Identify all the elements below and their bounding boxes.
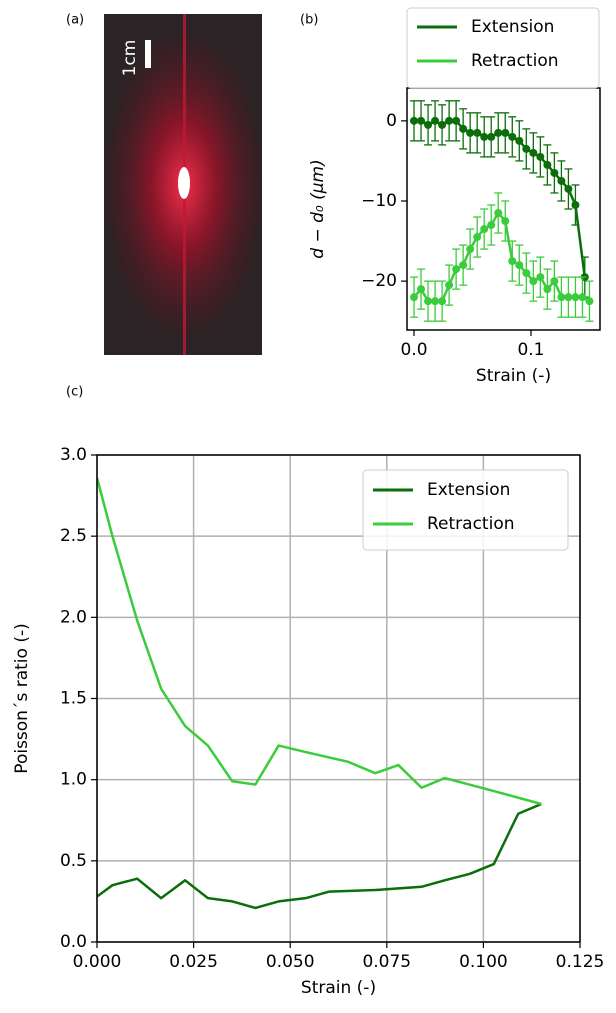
- point: [424, 120, 433, 129]
- photo: 1cm: [104, 14, 262, 355]
- legend-label: Retraction: [471, 51, 559, 71]
- point: [557, 293, 566, 302]
- point: [431, 297, 440, 306]
- plot-area: [410, 100, 594, 322]
- point: [410, 293, 419, 302]
- point: [564, 184, 573, 193]
- point: [445, 281, 454, 290]
- point: [466, 245, 475, 254]
- point: [501, 128, 510, 137]
- point: [438, 297, 447, 306]
- axes-frame: [96, 454, 581, 943]
- point: [536, 273, 545, 282]
- panel-label: (b): [300, 13, 318, 28]
- point: [571, 200, 580, 209]
- point: [494, 128, 503, 137]
- point: [522, 269, 531, 278]
- point: [508, 257, 517, 266]
- y-axis-label: Poisson´s ratio (-): [12, 623, 32, 773]
- point: [410, 116, 419, 125]
- point: [445, 116, 454, 125]
- series-line: [413, 211, 591, 303]
- point: [417, 285, 426, 294]
- y-tick-label: 2.0: [60, 607, 87, 627]
- point: [557, 176, 566, 185]
- x-tick-label: 0.075: [362, 952, 411, 972]
- point: [480, 225, 489, 234]
- y-tick-label: 1.0: [60, 770, 87, 790]
- y-tick-label: 2.5: [60, 526, 87, 546]
- point: [417, 116, 426, 125]
- plot-area: [97, 477, 542, 910]
- point: [487, 221, 496, 230]
- point: [515, 136, 524, 145]
- point: [543, 285, 552, 294]
- point: [494, 209, 503, 218]
- point: [536, 152, 545, 161]
- x-tick-label: 0.000: [73, 952, 122, 972]
- point: [452, 265, 461, 274]
- point: [578, 293, 587, 302]
- point: [522, 144, 531, 153]
- point: [550, 168, 559, 177]
- point: [571, 293, 580, 302]
- point: [529, 277, 538, 286]
- point: [438, 120, 447, 129]
- series-line: [97, 802, 542, 910]
- point: [515, 261, 524, 270]
- legend-label: Extension: [427, 480, 510, 500]
- point: [564, 293, 573, 302]
- point: [501, 217, 510, 226]
- point: [487, 132, 496, 141]
- point: [431, 116, 440, 125]
- y-tick-label: 1.5: [60, 689, 87, 709]
- scale-label: 1cm: [120, 40, 140, 77]
- x-axis-label: Strain (-): [476, 366, 551, 386]
- y-tick-label: 3.0: [60, 445, 87, 465]
- point: [480, 132, 489, 141]
- point: [585, 297, 594, 306]
- y-axis-label: d − d₀ (μm): [308, 159, 328, 259]
- legend-label: Retraction: [427, 514, 515, 534]
- point: [508, 132, 517, 141]
- x-tick-label: 0.0: [400, 340, 427, 360]
- point: [473, 128, 482, 137]
- x-tick-label: 0.050: [266, 952, 315, 972]
- point: [473, 233, 482, 242]
- point: [543, 160, 552, 169]
- point: [424, 297, 433, 306]
- y-tick-label: 0: [386, 111, 397, 131]
- y-tick-label: 0.0: [60, 932, 87, 952]
- y-tick-label: 0.5: [60, 851, 87, 871]
- point: [452, 116, 461, 125]
- point: [459, 124, 468, 133]
- point: [459, 261, 468, 270]
- panel-label: (a): [66, 13, 84, 28]
- series-line: [97, 477, 542, 806]
- y-tick-label: −10: [361, 191, 397, 211]
- legend-box: [362, 469, 569, 551]
- x-tick-label: 0.025: [169, 952, 218, 972]
- x-axis-label: Strain (-): [301, 978, 376, 998]
- x-tick-label: 0.1: [517, 340, 544, 360]
- legend-label: Extension: [471, 17, 554, 37]
- point: [466, 128, 475, 137]
- point: [550, 277, 559, 286]
- point: [529, 148, 538, 157]
- x-tick-label: 0.100: [459, 952, 508, 972]
- x-tick-label: 0.125: [556, 952, 605, 972]
- panel-label: (c): [66, 385, 83, 400]
- y-tick-label: −20: [361, 271, 397, 291]
